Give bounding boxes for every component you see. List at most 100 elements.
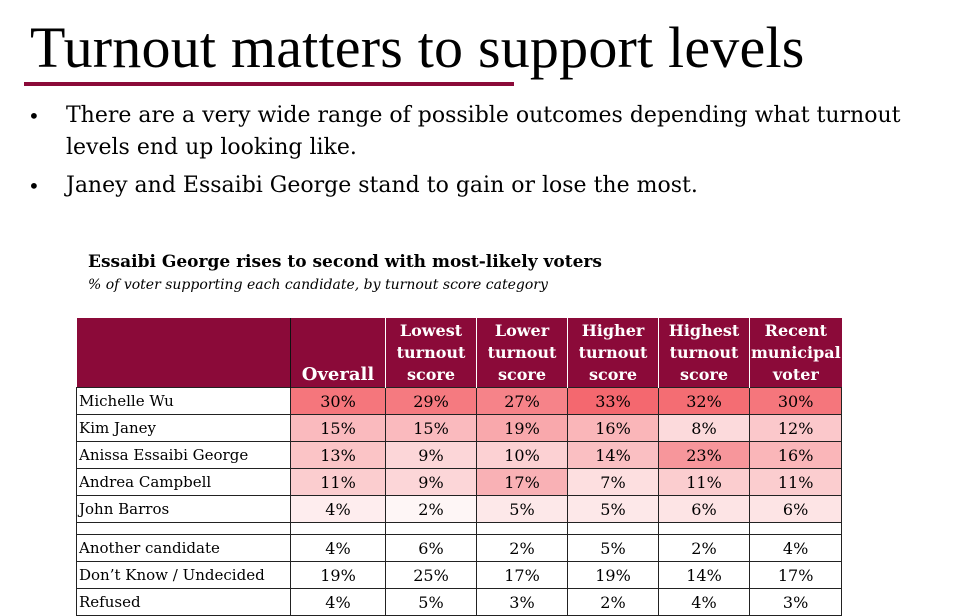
value-cell: 3% — [476, 588, 568, 616]
bullet-icon: • — [28, 104, 40, 128]
value-label: 16% — [777, 445, 814, 465]
value-cell: 33% — [567, 387, 659, 415]
table-row: Another candidate 4% 6% 2% 5% 2% 4% — [76, 534, 843, 562]
spacer-cell — [658, 522, 750, 535]
value-label: 27% — [504, 391, 540, 411]
table-row: Michelle Wu 30% 29% 27% 33% 32% 30% — [76, 387, 843, 415]
value-label: 13% — [320, 445, 356, 465]
bullet-text: Janey and Essaibi George stand to gain o… — [66, 173, 698, 198]
value-label: 6% — [418, 538, 444, 558]
spacer-cell — [748, 522, 843, 535]
value-cell: 5% — [567, 534, 659, 562]
value-cell: 9% — [385, 441, 477, 469]
value-cell: 11% — [748, 468, 843, 496]
value-cell: 7% — [567, 468, 659, 496]
value-label: 4% — [325, 538, 351, 558]
value-cell: 3% — [748, 588, 843, 616]
candidate-name: John Barros — [76, 495, 291, 523]
column-header: Highest turnout score — [658, 318, 750, 388]
value-cell: 29% — [385, 387, 477, 415]
value-label: 17% — [777, 565, 814, 585]
value-label: 9% — [418, 472, 444, 492]
value-label: 17% — [504, 472, 540, 492]
value-label: 11% — [320, 472, 356, 492]
value-cell: 25% — [385, 561, 477, 589]
value-label: 23% — [686, 445, 722, 465]
table-row: John Barros 4% 2% 5% 5% 6% 6% — [76, 495, 843, 523]
support-table: Overall Lowest turnout score Lower turno… — [76, 318, 843, 616]
value-label: 30% — [320, 391, 356, 411]
value-cell: 17% — [748, 561, 843, 589]
value-cell: 19% — [476, 414, 568, 442]
value-label: 2% — [509, 538, 535, 558]
candidate-name: Another candidate — [76, 534, 291, 562]
candidate-name: Don’t Know / Undecided — [76, 561, 291, 589]
value-cell: 32% — [658, 387, 750, 415]
value-cell: 14% — [567, 441, 659, 469]
value-label: 16% — [595, 418, 631, 438]
value-cell: 14% — [658, 561, 750, 589]
value-cell: 5% — [385, 588, 477, 616]
slide-title: Turnout matters to support levels — [30, 15, 805, 80]
value-cell: 16% — [567, 414, 659, 442]
table-row: Anissa Essaibi George 13% 9% 10% 14% 23% 16% — [76, 441, 843, 469]
value-cell: 23% — [658, 441, 750, 469]
spacer-cell — [290, 522, 386, 535]
value-cell: 6% — [748, 495, 843, 523]
bullet-list: • There are a very wide range of possibl… — [28, 100, 943, 208]
candidate-name: Kim Janey — [76, 414, 291, 442]
value-label: 4% — [691, 592, 717, 612]
value-cell: 27% — [476, 387, 568, 415]
candidate-name: Andrea Campbell — [76, 468, 291, 496]
value-label: 9% — [418, 445, 444, 465]
value-label: 30% — [777, 391, 814, 411]
value-label: 7% — [600, 472, 626, 492]
chart-title: Essaibi George rises to second with most… — [88, 252, 602, 272]
value-label: 10% — [504, 445, 540, 465]
value-label: 11% — [686, 472, 722, 492]
value-cell: 4% — [290, 588, 386, 616]
bullet-icon: • — [28, 174, 40, 198]
value-label: 25% — [413, 565, 449, 585]
value-label: 19% — [320, 565, 356, 585]
value-cell: 2% — [476, 534, 568, 562]
value-cell: 17% — [476, 561, 568, 589]
value-cell: 9% — [385, 468, 477, 496]
table-row: Andrea Campbell 11% 9% 17% 7% 11% 11% — [76, 468, 843, 496]
value-label: 8% — [691, 418, 717, 438]
value-cell: 30% — [748, 387, 843, 415]
value-label: 6% — [691, 499, 717, 519]
candidate-name: Anissa Essaibi George — [76, 441, 291, 469]
value-label: 32% — [686, 391, 722, 411]
value-cell: 8% — [658, 414, 750, 442]
value-label: 3% — [509, 592, 535, 612]
value-cell: 4% — [748, 534, 843, 562]
value-cell: 15% — [385, 414, 477, 442]
value-label: 17% — [504, 565, 540, 585]
value-cell: 5% — [476, 495, 568, 523]
value-cell: 16% — [748, 441, 843, 469]
value-label: 19% — [595, 565, 631, 585]
candidate-name: Refused — [76, 588, 291, 616]
header-blank-cell — [76, 318, 291, 388]
value-label: 4% — [325, 499, 351, 519]
value-label: 3% — [782, 592, 809, 612]
bullet-item: • There are a very wide range of possibl… — [28, 100, 943, 164]
value-cell: 2% — [385, 495, 477, 523]
value-label: 5% — [600, 538, 626, 558]
value-label: 19% — [504, 418, 540, 438]
column-header: Recent municipal voter — [749, 318, 842, 388]
value-label: 33% — [595, 391, 631, 411]
table-header-row: Overall Lowest turnout score Lower turno… — [76, 318, 842, 388]
value-cell: 17% — [476, 468, 568, 496]
chart-subtitle: % of voter supporting each candidate, by… — [88, 277, 548, 293]
value-cell: 2% — [567, 588, 659, 616]
table-row: Refused 4% 5% 3% 2% 4% 3% — [76, 588, 843, 616]
column-header: Higher turnout score — [567, 318, 659, 388]
bullet-text: There are a very wide range of possible … — [66, 103, 901, 160]
value-label: 15% — [320, 418, 356, 438]
value-cell: 11% — [290, 468, 386, 496]
value-label: 5% — [418, 592, 444, 612]
value-label: 2% — [600, 592, 626, 612]
value-cell: 30% — [290, 387, 386, 415]
